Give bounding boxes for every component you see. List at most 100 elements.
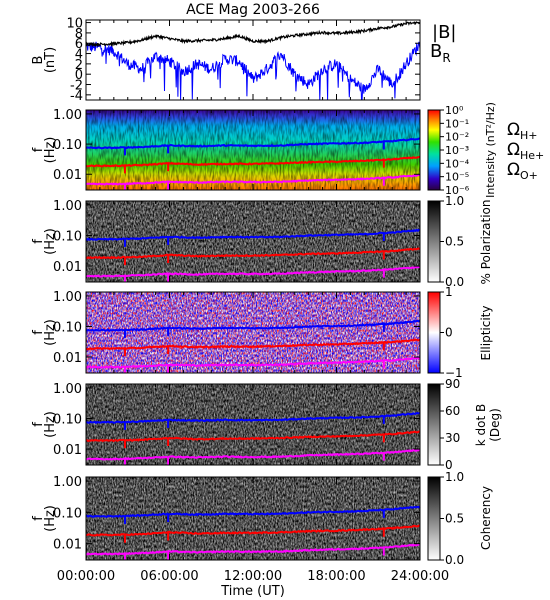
y-axis-label-f: f (31, 239, 46, 244)
cyclotron-line-he (85, 338, 421, 351)
polarization-y-ticks: 1.00 0.10 0.01 f(Hz) (31, 199, 420, 275)
cyclotron-line-he (85, 430, 421, 443)
ellipticity-colorbar-label: Ellipticity (479, 306, 493, 361)
colorbar-tick-label: 30 (445, 431, 460, 445)
legend-omega-he: ΩHe+ (507, 140, 544, 162)
polarization-colorbar-ticks: 1.0 0.5 0.0 (440, 194, 464, 289)
polarization-spectrogram (86, 201, 420, 282)
cyclotron-line-h (86, 412, 421, 425)
cyclotron-line-he (85, 524, 420, 537)
x-tick-label: 24:00:00 (391, 569, 449, 584)
kdotb-panel: 1.00 0.10 0.01 f(Hz) 90 60 30 0 k dot B (Deg) (31, 377, 502, 472)
colorbar-tick-label: 10⁻⁴ (445, 157, 470, 170)
series-line-b-radial (85, 41, 421, 101)
y-axis-label-f: f (31, 330, 46, 335)
kdotb-cyclotron-lines (85, 412, 421, 465)
x-tick-label: 00:00:00 (57, 569, 115, 584)
y-tick-label: 1.00 (53, 382, 82, 397)
colorbar-tick-label: 0.5 (445, 512, 464, 526)
y-tick-label: 0.10 (53, 138, 82, 153)
kdotb-spectrogram (86, 384, 420, 465)
y-tick-label: 0.01 (53, 260, 82, 275)
y-tick-label: 1.00 (53, 475, 82, 490)
cyclotron-line-o (85, 543, 421, 556)
y-tick-label: 0.01 (53, 168, 82, 183)
colorbar-tick-label: 10⁻⁵ (445, 171, 469, 184)
colorbar-tick-label: 0 (445, 326, 453, 340)
colorbar-tick-label: 0.5 (445, 235, 464, 249)
field-series-lines (85, 21, 421, 101)
y-tick-label: 1.00 (53, 108, 82, 123)
y-axis-label-hz: (Hz) (43, 505, 58, 532)
colorbar-tick-label: 10⁻² (445, 131, 469, 144)
coherency-colorbar (427, 476, 441, 561)
y-tick-label: 1.00 (53, 290, 82, 305)
x-tick-label: 12:00:00 (224, 569, 282, 584)
cyclotron-line-h (85, 228, 421, 241)
field-ylabel-b: B (31, 56, 46, 65)
y-tick-label: 10 (66, 17, 83, 32)
y-tick-label: 0.01 (53, 351, 82, 366)
colorbar-tick-label: 0 (445, 458, 453, 472)
colorbar-tick-label: 10⁻³ (445, 144, 469, 157)
cyclotron-line-o (85, 357, 421, 369)
intensity-panel: 1.000.100.01f(Hz) 10⁰10⁻¹10⁻²10⁻³10⁻⁴10⁻… (31, 102, 544, 198)
ellipticity-y-ticks: 1.00 0.10 0.01 f(Hz) (31, 290, 420, 366)
y-tick-label: 8 (75, 27, 83, 42)
time-axis-ticks: 00:00:00 06:00:00 12:00:00 18:00:00 24:00:00 (57, 20, 449, 584)
y-axis-label-hz: (Hz) (43, 411, 58, 438)
cyclotron-line-o (85, 266, 421, 278)
ellipticity-blue-texture (86, 292, 420, 373)
colorbar-tick-label: 1 (445, 285, 453, 299)
field-legend: |B| BR (430, 22, 456, 65)
y-axis-label-hz: (Hz) (43, 228, 58, 255)
colorbar-tick-label: 10⁻⁶ (445, 184, 470, 197)
cyclotron-line-h (85, 319, 421, 333)
colorbar-tick-label: −1 (445, 366, 463, 380)
intensity-colorbar (427, 109, 441, 191)
legend-b-radial: BR (430, 41, 451, 65)
colorbar-tick-label: 0.0 (445, 275, 464, 289)
colorbar-tick-label: 60 (445, 404, 460, 418)
y-tick-label: 0.01 (53, 443, 82, 458)
coherency-colorbar-label: Coherency (479, 486, 493, 550)
coherency-spectrogram (86, 477, 420, 560)
coherency-colorbar-ticks: 1.0 0.5 0.0 (440, 470, 464, 567)
cyclotron-line-he (85, 155, 421, 168)
y-tick-label: -4 (70, 89, 83, 104)
y-tick-label: 4 (75, 48, 83, 63)
kdotb-colorbar-label: k dot B (474, 404, 488, 446)
intensity-cyclotron-lines (85, 137, 421, 190)
y-tick-label: 6 (75, 37, 83, 52)
y-tick-label: 0 (75, 68, 83, 83)
ellipticity-colorbar (427, 291, 441, 374)
y-tick-label: 0.10 (53, 230, 82, 245)
legend-omega-o: ΩO+ (507, 160, 538, 182)
y-tick-label: -2 (70, 79, 83, 94)
colorbar-tick-label: 90 (445, 377, 460, 391)
y-tick-label: 0.10 (53, 413, 82, 428)
ellipticity-cyclotron-lines (85, 319, 421, 373)
colorbar-tick-label: 10⁰ (445, 104, 464, 117)
cyclotron-line-he (85, 247, 421, 260)
colorbar-tick-label: 1.0 (445, 194, 464, 208)
ellipticity-panel: 1.00 0.10 0.01 f(Hz) 1 0 −1 Ellipticity (31, 285, 493, 380)
polarization-colorbar (427, 200, 441, 283)
y-tick-label: 1.00 (53, 199, 82, 214)
polarization-colorbar-label: % Polarization (479, 200, 493, 285)
chart-title: ACE Mag 2003-266 (186, 2, 320, 18)
y-axis-label-f: f (31, 516, 46, 521)
y-axis-label-f: f (31, 422, 46, 427)
cyclotron-legend: ΩH+ ΩHe+ ΩO+ (507, 120, 544, 182)
cyclotron-line-h (85, 137, 421, 150)
kdotb-colorbar-unit: (Deg) (488, 408, 502, 442)
coherency-panel: 1.00 0.10 0.01 f(Hz) 1.0 0.5 0.0 Coherency (31, 470, 493, 567)
x-tick-label: 06:00:00 (140, 569, 198, 584)
polarization-panel: 1.00 0.10 0.01 f(Hz) 1.0 0.5 0.0 % Polarizati… (31, 194, 493, 289)
ellipticity-colorbar-ticks: 1 0 −1 (440, 285, 463, 380)
legend-omega-h: ΩH+ (507, 120, 538, 142)
legend-b-magnitude: |B| (432, 22, 456, 43)
